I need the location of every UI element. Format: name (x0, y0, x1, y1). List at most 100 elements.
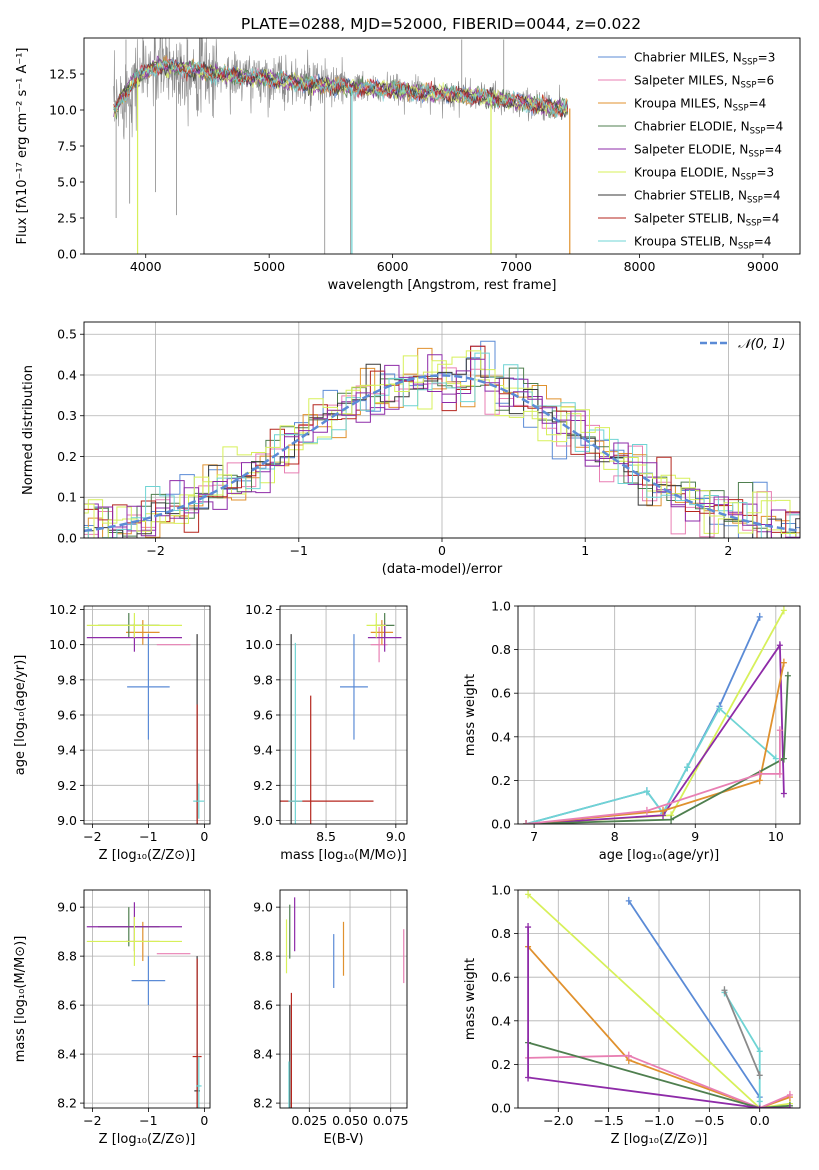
x-tick-label: 8.5 (316, 829, 336, 844)
x-tick-label: 8 (611, 829, 619, 844)
series-line (523, 641, 787, 824)
y-tick-label: 8.4 (57, 1047, 77, 1062)
y-tick-label: 10.2 (49, 602, 77, 617)
plot-area (525, 890, 793, 1108)
legend-label-suffix: =4 (754, 235, 772, 249)
legend-label: Salpeter STELIB, NSSP=4 (634, 212, 779, 229)
y-tick-label: 9.4 (253, 743, 273, 758)
legend-label-prefix: Salpeter MILES, N (634, 74, 741, 88)
series-path (527, 1041, 790, 1108)
x-axis-label: Z [log₁₀(Z/Z⊙)] (611, 1132, 708, 1147)
data-point (196, 1056, 202, 1108)
axes-frame (83, 605, 211, 825)
data-point (288, 642, 303, 824)
series-path (527, 927, 790, 1108)
y-tick-label: 0.0 (491, 817, 511, 832)
data-point (192, 958, 202, 1108)
y-tick-label: 0.8 (491, 642, 511, 657)
x-tick-label: −2 (146, 543, 164, 558)
y-axis-label: mass weight (463, 958, 478, 1040)
x-tick-label: 9000 (747, 259, 779, 274)
legend-label-sub: SSP (747, 196, 763, 206)
y-tick-label: 0.0 (491, 1101, 511, 1116)
x-tick-label: 0.025 (291, 1113, 327, 1128)
x-tick-label: −1.5 (593, 1113, 623, 1128)
y-tick-label: 8.8 (57, 949, 77, 964)
y-tick-label: 0.5 (57, 327, 77, 342)
legend-label: Chabrier ELODIE, NSSP=4 (634, 120, 783, 137)
legend-label: Kroupa STELIB, NSSP=4 (634, 235, 772, 252)
y-axis-label: age [log₁₀(age/yr)] (13, 655, 28, 776)
x-tick-label: −1 (139, 829, 157, 844)
data-point (340, 634, 368, 740)
x-tick-label: 9.0 (386, 829, 406, 844)
axes-frame (83, 321, 801, 539)
legend-label-prefix: Chabrier ELODIE, N (634, 120, 750, 134)
y-tick-label: 10.0 (245, 637, 273, 652)
x-tick-label: −2.0 (543, 1113, 573, 1128)
legend-label: Kroupa MILES, NSSP=4 (634, 97, 766, 114)
series-marker (643, 787, 650, 796)
y-tick-label: 0.0 (57, 247, 77, 262)
chart-title: PLATE=0288, MJD=52000, FIBERID=0044, z=0… (241, 15, 641, 33)
series-marker (786, 1090, 793, 1099)
panel-spectrum: 4000 5000 6000 7000 8000 9000 0.0 2.5 5.0 7.5 10.0… (15, 37, 801, 293)
series-marker (780, 754, 787, 763)
panel-residual-histogram: −2 −1 0 1 2 0.0 0.1 0.2 0.3 0.4 0.5 (data-model)/er… (21, 321, 801, 577)
y-axis-label: mass weight (463, 674, 478, 756)
series-line (721, 988, 763, 1106)
legend-label-prefix: Chabrier STELIB, N (634, 189, 747, 203)
y-tick-label: 9.2 (57, 778, 77, 793)
y-tick-label: 8.2 (253, 1096, 273, 1111)
y-tick-label: 9.8 (253, 672, 273, 687)
series-marker (784, 671, 791, 680)
series-line (721, 986, 763, 1080)
legend-label: 𝒩(0, 1) (738, 337, 785, 352)
histogram-series (84, 350, 800, 538)
legend: 𝒩(0, 1) (700, 337, 785, 352)
x-tick-label: 10 (768, 829, 784, 844)
panel-mass-vs-Z: −2 −1 0 8.2 8.4 8.6 8.8 9.0 Z [log₁₀(Z/Z⊙)] mass … (13, 889, 211, 1147)
legend-label-suffix: =4 (766, 120, 784, 134)
x-axis-label: (data-model)/error (382, 562, 503, 577)
x-axis-label: wavelength [Angstrom, rest frame] (328, 278, 557, 293)
series-line (523, 606, 787, 824)
x-tick-label: 2 (724, 543, 732, 558)
x-tick-label: 0.050 (332, 1113, 368, 1128)
legend-label-sub: SSP (738, 242, 754, 252)
series-marker (756, 1071, 763, 1080)
series-marker (780, 606, 787, 615)
series-marker (756, 769, 763, 778)
legend-label: Salpeter ELODIE, NSSP=4 (634, 143, 782, 160)
series-marker (786, 1104, 793, 1108)
plot-area (285, 897, 405, 1108)
legend-label: Chabrier MILES, NSSP=3 (634, 51, 775, 68)
y-tick-label: 0.1 (57, 490, 77, 505)
panel-mass-weight-vs-age: 7 8 9 10 0.0 0.2 0.4 0.6 0.8 1.0 age [log₁₀(age/yr… (463, 599, 801, 863)
x-tick-label: 9 (691, 829, 699, 844)
y-tick-label: 0.4 (57, 367, 77, 382)
panel-mass-vs-EBV: 0.025 0.050 0.075 8.2 8.4 8.6 8.8 9.0 E(B-V) (253, 889, 409, 1147)
y-tick-label: 7.5 (57, 139, 77, 154)
y-tick-label: 8.2 (57, 1096, 77, 1111)
histogram-series (84, 347, 800, 538)
legend-label-sub: SSP (741, 173, 757, 183)
x-tick-label: −0.5 (694, 1113, 724, 1128)
x-tick-label: 8000 (624, 259, 656, 274)
y-tick-label: 1.0 (491, 883, 511, 898)
series-path (525, 707, 777, 824)
x-tick-label: −2 (83, 1113, 101, 1128)
panel-age-vs-Z: −2 −1 0 9.0 9.2 9.4 9.6 9.8 10.0 10.2 Z [log₁₀(Z/Z… (13, 602, 211, 863)
legend-label-prefix: Kroupa MILES, N (634, 97, 733, 111)
legend-label-suffix: =3 (758, 51, 776, 65)
series-line (523, 612, 763, 824)
plot-area (84, 340, 800, 538)
axes-frame (83, 889, 211, 1109)
series-path (526, 642, 785, 824)
y-tick-label: 10.0 (49, 103, 77, 118)
x-tick-label: 0.075 (373, 1113, 409, 1128)
y-tick-label: 12.5 (49, 67, 77, 82)
series-marker (776, 726, 783, 735)
series-marker (625, 1051, 632, 1060)
